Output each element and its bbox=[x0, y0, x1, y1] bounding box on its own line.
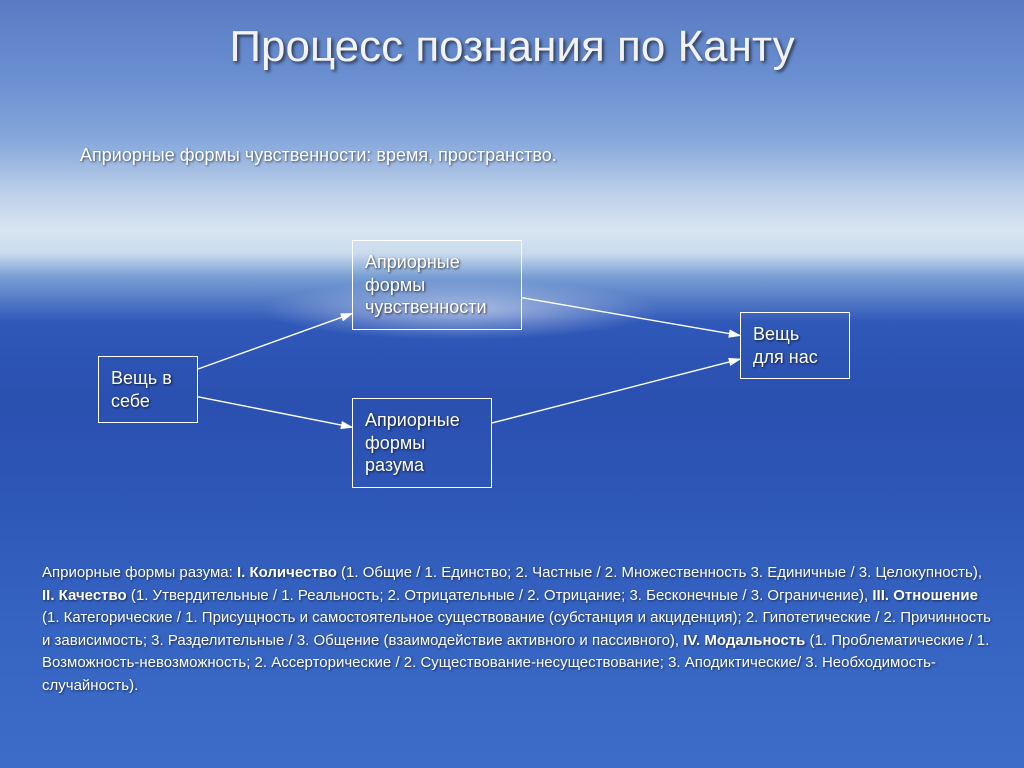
categories-paragraph: Априорные формы разума: I. Количество (1… bbox=[42, 562, 994, 697]
node-thing-for-us: Вещьдля нас bbox=[740, 312, 850, 379]
slide-subtitle: Априорные формы чувственности: время, пр… bbox=[80, 145, 557, 166]
slide: Процесс познания по Канту Априорные форм… bbox=[0, 0, 1024, 768]
slide-title: Процесс познания по Канту bbox=[0, 22, 1024, 72]
node-thing-in-itself: Вещь всебе bbox=[98, 356, 198, 423]
node-sensory-forms: Априорныеформычувственности bbox=[352, 240, 522, 330]
node-reason-forms: Априорныеформыразума bbox=[352, 398, 492, 488]
